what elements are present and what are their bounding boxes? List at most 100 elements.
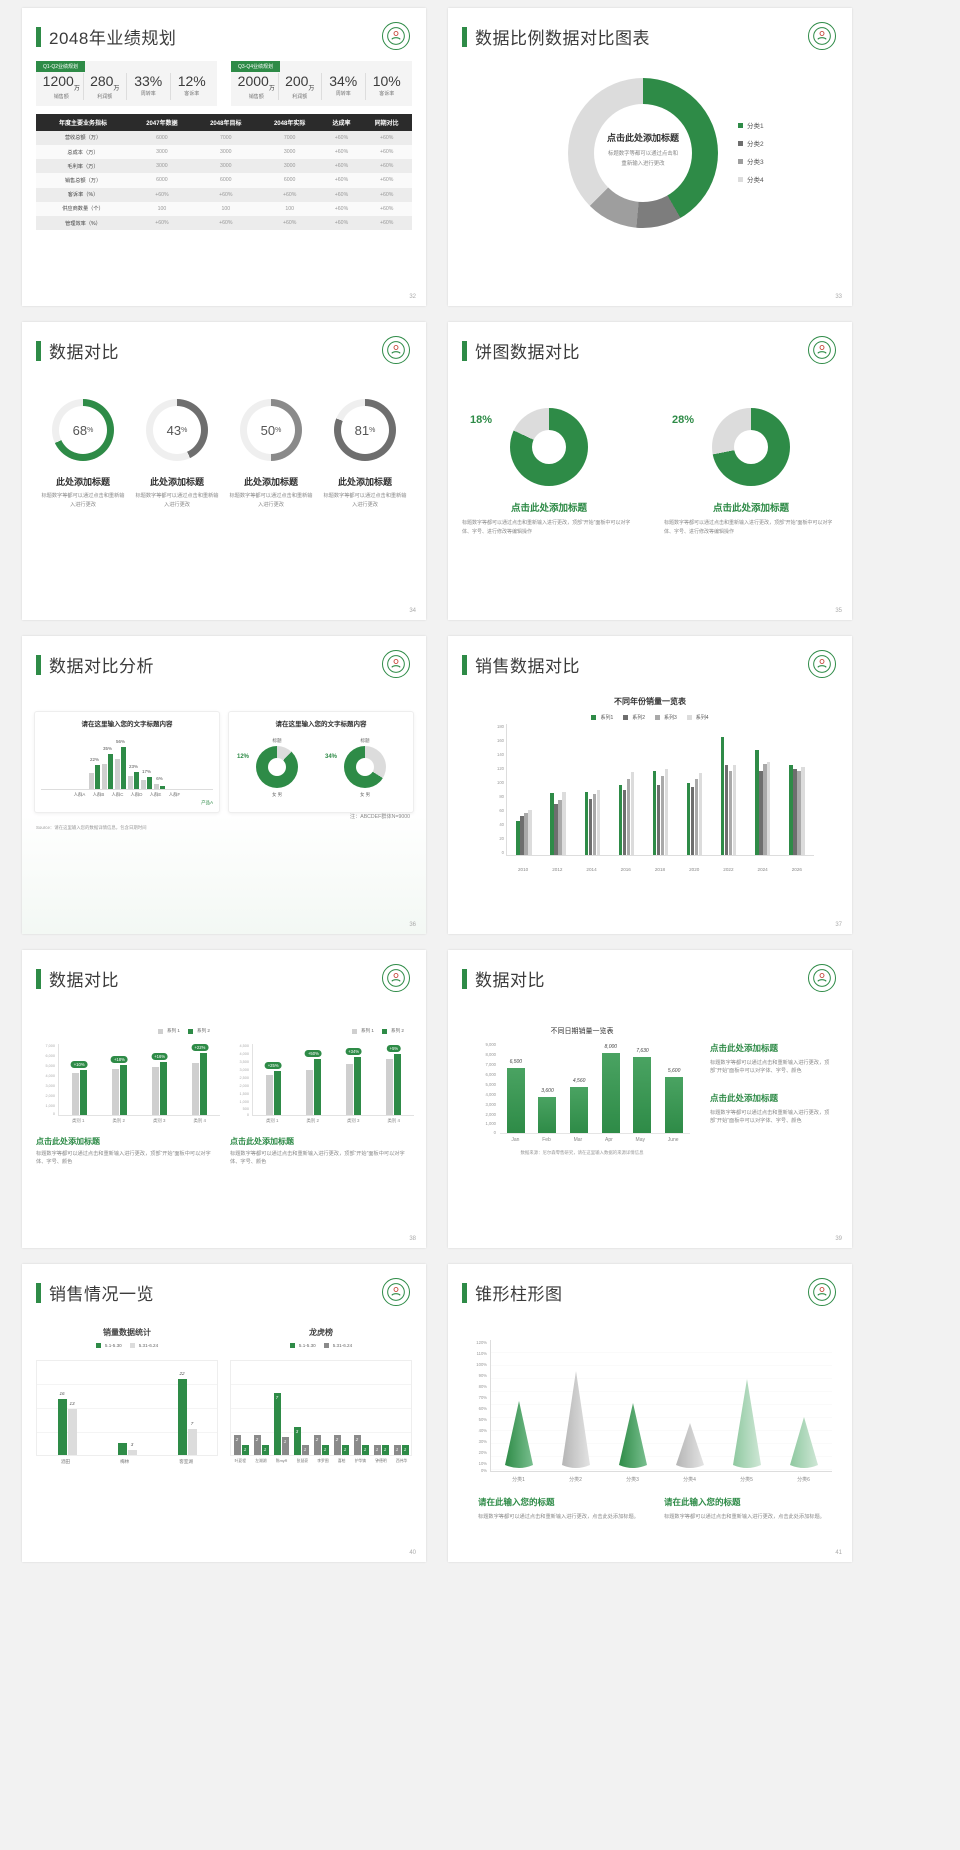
legend-item[interactable]: 分类1 xyxy=(738,120,764,130)
legend-swatch-icon xyxy=(381,1028,387,1034)
legend-item[interactable]: 系列 2 xyxy=(381,1028,404,1034)
legend-item[interactable]: 系列 2 xyxy=(187,1028,210,1034)
slide-39[interactable]: 数据对比 不同日期销量一览表 9,000 8,000 7,000 6,000 5,00… xyxy=(448,950,852,1248)
bar: 8,000 xyxy=(601,1044,620,1133)
page-title: 数据对比 xyxy=(49,343,119,362)
legend-swatch-icon xyxy=(591,715,597,720)
slide-38[interactable]: 数据对比 系列 1 系列 2 7,000 6,000 5,000 4,000 3,00… xyxy=(22,950,426,1248)
bar-chart-right[interactable]: 系列 1 系列 2 4,500 4,000 3,500 3,000 2,500 2,00… xyxy=(230,1028,414,1167)
pie-card[interactable]: 28% 点击此处添加标题 标题数字等都可以通过点击和重新输入进行更改，顶部“开始… xyxy=(650,408,852,536)
donut-cell[interactable]: 标题 34% 女 男 xyxy=(323,738,407,798)
mini-donut[interactable] xyxy=(256,746,298,788)
table-row: 毛利率（万） 3000 3000 3000 +60% +60% xyxy=(36,159,412,174)
pie-chart[interactable] xyxy=(510,408,588,486)
donut-cell[interactable]: 标题 12% 女 男 xyxy=(235,738,319,798)
section-body: 标题数字等都可以通过点击和重新输入进行更改，点击此处添加标题。 xyxy=(664,1514,825,1520)
bar-value: 6,500 xyxy=(509,1059,523,1065)
bar-chart-left[interactable]: 系列 1 系列 2 7,000 6,000 5,000 4,000 3,000 2,00… xyxy=(36,1028,220,1167)
legend-swatch-icon xyxy=(95,1343,101,1348)
x-tick: 2012 xyxy=(552,867,563,872)
kpi-group-tag: Q1-Q2业绩规划 xyxy=(36,61,86,72)
pie-chart[interactable] xyxy=(712,408,790,486)
table-row: 销售总额（万） 6000 6000 6000 +60% +60% xyxy=(36,173,412,188)
legend-item[interactable]: 5.1-5.30 xyxy=(95,1343,122,1348)
legend-item[interactable]: 5.31-6.24 xyxy=(129,1343,159,1348)
legend-item[interactable]: 系列3 xyxy=(655,714,677,721)
slide-41[interactable]: 锥形柱形图 120% 110% 100% 90% 80% 70% 60% 50% 40% 3… xyxy=(448,1264,852,1562)
kpi-cell: 280万 利润额 xyxy=(84,73,127,100)
kpi-cell: 1200万 销售额 xyxy=(40,73,84,100)
bar-group: 16 13 xyxy=(57,1391,77,1455)
progress-ring[interactable]: 50% xyxy=(240,399,302,461)
legend-swatch-icon xyxy=(129,1343,135,1348)
grouped-bar-chart[interactable]: 22% 35% 56% 23% 17% 6% xyxy=(41,732,213,790)
x-tick: 2014 xyxy=(586,867,597,872)
legend-item[interactable]: 系列 1 xyxy=(157,1028,180,1034)
legend-item[interactable]: 5.31-6.24 xyxy=(323,1343,352,1348)
legend-label: 系列3 xyxy=(664,715,677,721)
bar-chart[interactable]: 不同日期销量一览表 9,000 8,000 7,000 6,000 5,000 4,00… xyxy=(474,1026,690,1156)
title-accent-bar xyxy=(462,968,467,989)
kpi-label: 利润额 xyxy=(292,93,308,100)
brand-logo-icon xyxy=(808,22,836,50)
slide-33[interactable]: 数据比例数据对比图表 点击此处添加标题 标题数字等都可以通过点击和 重新输入进行… xyxy=(448,8,852,306)
slide-37[interactable]: 销售数据对比 不同年份销量一览表 系列1 系列2 系列3 系列4 180 160 1… xyxy=(448,636,852,934)
mini-donut[interactable] xyxy=(344,746,386,788)
ring-card[interactable]: 50% 此处添加标题 标题数字等都可以通过点击和重新输入进行更改 xyxy=(227,399,315,510)
legend-swatch-icon xyxy=(157,1028,163,1034)
x-tick: 喜柏 xyxy=(337,1459,346,1463)
analysis-card-donuts[interactable]: 请在这里输入您的文字标题内容 标题 12% 女 男 标题 34% 女 男 xyxy=(228,711,414,813)
legend-item[interactable]: 系列 1 xyxy=(351,1028,374,1034)
stack-label: 1 xyxy=(343,1447,347,1452)
grouped-bar-chart[interactable]: 180 160 140 120 100 80 60 40 20 0 2010 2012 2014 … xyxy=(484,724,814,874)
x-axis: 类别 1 类别 2 类别 3 类别 4 xyxy=(252,1118,414,1124)
brand-logo-icon xyxy=(382,964,410,992)
legend-item[interactable]: 系列4 xyxy=(686,714,709,721)
x-tick: 类别 1 xyxy=(266,1118,279,1123)
legend-item[interactable]: 分类3 xyxy=(738,156,764,166)
brand-logo-icon xyxy=(808,650,836,678)
kpi-value: 33% xyxy=(134,73,163,89)
footer-col: 请在此输入您的标题 标题数字等都可以通过点击和重新输入进行更改，点击此处添加标题… xyxy=(664,1496,832,1521)
legend-item[interactable]: 5.1-5.30 xyxy=(289,1343,316,1348)
pie-card[interactable]: 18% 点击此处添加标题 标题数字等都可以通过点击和重新输入进行更改，顶部“开始… xyxy=(448,408,650,536)
sales-stat-chart[interactable]: 销量数据统计 5.1-5.30 5.31-6.24 16 13 3 22 7 酒田梅… xyxy=(36,1327,218,1465)
x-tick: Mar xyxy=(573,1137,583,1143)
page-title: 锥形柱形图 xyxy=(475,1285,563,1304)
cone-bar-chart[interactable] xyxy=(490,1340,832,1472)
legend-swatch-icon xyxy=(738,122,743,128)
legend-item[interactable]: 系列2 xyxy=(623,714,645,721)
legend-item[interactable]: 系列1 xyxy=(591,714,613,721)
legend-label: 分类4 xyxy=(747,177,764,184)
footer-col: 请在此输入您的标题 标题数字等都可以通过点击和重新输入进行更改，点击此处添加标题… xyxy=(478,1496,646,1521)
legend-label: 5.31-6.24 xyxy=(138,1343,159,1348)
cone-bar xyxy=(616,1403,650,1471)
legend-item[interactable]: 分类4 xyxy=(738,174,764,184)
legend-item[interactable]: 分类2 xyxy=(738,138,764,148)
slide-36[interactable]: 数据对比分析 请在这里输入您的文字标题内容 22% 35% 56% 23% 17… xyxy=(22,636,426,934)
progress-ring[interactable]: 43% xyxy=(146,399,208,461)
x-tick: 2018 xyxy=(654,867,666,872)
progress-ring[interactable]: 68% xyxy=(52,399,114,461)
legend-label: 系列 1 xyxy=(360,1028,374,1033)
slide-35[interactable]: 饼图数据对比 18% 点击此处添加标题 标题数字等都可以通过点击和重新输入进行更… xyxy=(448,322,852,620)
x-tick: 类别 4 xyxy=(387,1118,400,1123)
slide-34[interactable]: 数据对比 68% 此处添加标题 标题数字等都可以通过点击和重新输入进行更改 43… xyxy=(22,322,426,620)
kpi-value: 200万 xyxy=(285,73,315,92)
progress-ring[interactable]: 81% xyxy=(334,399,396,461)
analysis-card-bar[interactable]: 请在这里输入您的文字标题内容 22% 35% 56% 23% 17% 6% 人群… xyxy=(34,711,220,813)
section-body: 标题数字等都可以通过点击和重新输入进行更改，顶部“开始”面板中可以对字体、字号、… xyxy=(710,1109,830,1124)
slide-40[interactable]: 销售情况一览 销量数据统计 5.1-5.30 5.31-6.24 16 13 3 … xyxy=(22,1264,426,1562)
ring-card[interactable]: 81% 此处添加标题 标题数字等都可以通过点击和重新输入进行更改 xyxy=(321,399,409,510)
ring-card[interactable]: 43% 此处添加标题 标题数字等都可以通过点击和重新输入进行更改 xyxy=(133,399,221,510)
ring-card[interactable]: 68% 此处添加标题 标题数字等都可以通过点击和重新输入进行更改 xyxy=(39,399,127,510)
kpi-cell: 2000万 销售额 xyxy=(235,73,279,100)
bar-value: 7,630 xyxy=(636,1048,649,1054)
bar-group xyxy=(686,773,703,855)
donut-chart[interactable] xyxy=(568,78,718,228)
y-axis: 4,500 4,000 3,500 3,000 2,500 2,000 1,500 1,0… xyxy=(239,1044,249,1117)
bar-group: +34% xyxy=(345,1048,363,1115)
slide-32[interactable]: 2048年业绩规划 Q1-Q2业绩规划 1200万 销售额 280万 利润额 3… xyxy=(22,8,426,306)
